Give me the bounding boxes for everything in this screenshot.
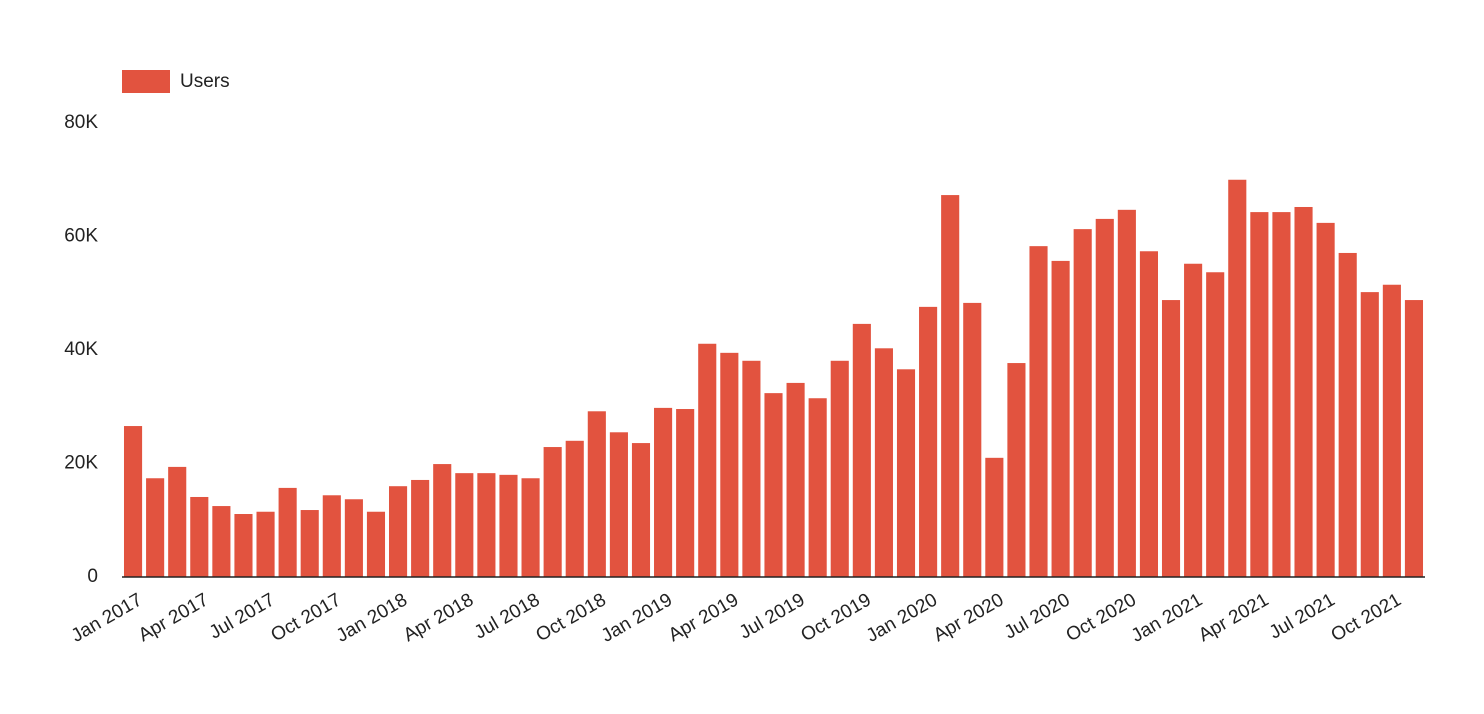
bar (123, 426, 143, 577)
bar (411, 479, 430, 577)
bar (499, 474, 518, 577)
bar (1272, 212, 1291, 577)
bar (322, 495, 341, 577)
bar (344, 499, 363, 577)
x-tick-label: Jan 2018 (333, 589, 411, 646)
bar (455, 473, 474, 577)
y-tick-label: 0 (87, 566, 98, 587)
x-tick-label: Oct 2019 (798, 589, 875, 646)
bar (808, 398, 827, 577)
bar (278, 487, 297, 577)
bar (896, 369, 916, 577)
bar (985, 457, 1004, 577)
bar (698, 343, 717, 577)
x-tick-label: Oct 2017 (268, 589, 345, 646)
bar (212, 506, 231, 577)
x-tick-label: Oct 2018 (533, 589, 610, 646)
bar (1294, 206, 1313, 578)
bar (366, 511, 386, 577)
bar (941, 195, 960, 577)
bar (256, 511, 275, 577)
x-tick-label: Jan 2017 (68, 589, 146, 646)
x-tick-label: Jul 2020 (1001, 589, 1074, 643)
bar (654, 407, 673, 577)
bar (1316, 222, 1335, 577)
bar (1051, 260, 1070, 577)
bar (389, 486, 408, 577)
bar (874, 348, 893, 577)
bar (168, 466, 187, 577)
x-tick-label: Apr 2021 (1195, 589, 1272, 646)
bar (1139, 251, 1158, 577)
bar (1360, 292, 1379, 577)
legend-label: Users (180, 71, 230, 92)
y-tick-label: 60K (64, 226, 98, 247)
bar (963, 302, 982, 577)
x-tick-label: Apr 2018 (400, 589, 477, 646)
legend-swatch (122, 70, 170, 93)
y-tick-label: 20K (64, 453, 98, 474)
bar (1029, 246, 1048, 577)
bar (919, 306, 938, 577)
bar (521, 478, 540, 577)
bar (631, 443, 651, 577)
bar (1228, 179, 1247, 577)
bar (830, 360, 849, 577)
bar (1404, 300, 1424, 577)
x-tick-label: Jul 2021 (1266, 589, 1339, 643)
x-tick-label: Jul 2017 (206, 589, 279, 643)
bar (190, 496, 209, 577)
bar (786, 382, 805, 577)
bar (1117, 209, 1136, 577)
x-tick-label: Jul 2018 (471, 589, 544, 643)
bar (1073, 229, 1092, 577)
x-tick-label: Apr 2020 (930, 589, 1007, 646)
bar (676, 409, 695, 577)
bar (720, 352, 739, 577)
y-tick-label: 80K (64, 112, 98, 133)
bar (1161, 300, 1181, 577)
x-tick-label: Jan 2021 (1128, 589, 1206, 646)
bar (609, 432, 628, 577)
bar (587, 411, 606, 577)
y-tick-label: 40K (64, 339, 98, 360)
bar (1007, 363, 1026, 577)
bar (852, 323, 871, 577)
bar (1382, 284, 1401, 577)
x-tick-label: Jan 2020 (863, 589, 941, 646)
bar (764, 393, 783, 577)
bar (1250, 212, 1269, 577)
bar (1338, 252, 1357, 577)
x-tick-label: Oct 2020 (1063, 589, 1140, 646)
bar (1184, 263, 1203, 577)
bar (543, 447, 562, 577)
bar (433, 464, 452, 577)
x-tick-label: Apr 2019 (665, 589, 742, 646)
bar (477, 473, 496, 577)
x-tick-label: Jan 2019 (598, 589, 676, 646)
bar (146, 478, 165, 577)
x-tick-label: Oct 2021 (1328, 589, 1405, 646)
bar (742, 360, 761, 577)
bar (234, 514, 253, 577)
bar (300, 510, 319, 577)
x-tick-label: Apr 2017 (135, 589, 212, 646)
bar (1095, 218, 1114, 577)
bar (1206, 272, 1225, 577)
x-tick-label: Jul 2019 (736, 589, 809, 643)
bar (565, 440, 584, 577)
